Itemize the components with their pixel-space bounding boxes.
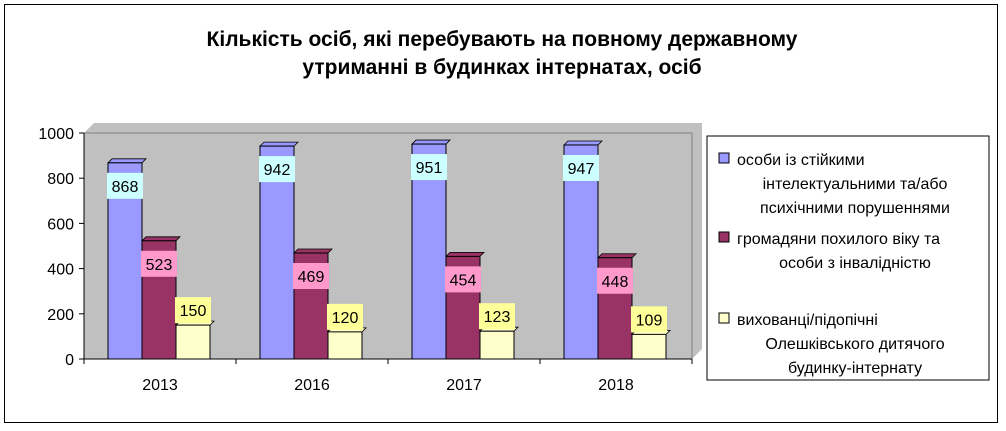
x-tick-label: 2016 — [294, 377, 330, 394]
data-label: 947 — [568, 161, 595, 178]
legend-swatch — [718, 152, 730, 164]
data-label-bg — [293, 263, 329, 290]
data-label-bg — [107, 172, 143, 199]
data-label: 951 — [416, 160, 443, 177]
bar-top — [293, 248, 333, 254]
data-label: 109 — [636, 312, 663, 329]
bar — [327, 331, 363, 360]
data-label-bg — [327, 303, 363, 330]
legend-label: інтелектуальними та/або — [763, 176, 948, 193]
bar-top — [563, 140, 603, 146]
x-tick-label: 2013 — [142, 377, 178, 394]
legend-label: психічними порушеннями — [760, 200, 950, 217]
legend-label: вихованці/підопічні — [737, 312, 878, 329]
data-label-bg — [479, 303, 515, 330]
legend-label: особи з інвалідністю — [779, 255, 931, 272]
data-label: 523 — [146, 257, 173, 274]
y-tick-label: 0 — [65, 352, 74, 369]
bar-top — [445, 251, 485, 257]
data-label-bg — [597, 267, 633, 294]
data-label-bg — [141, 250, 177, 277]
bar-top — [259, 141, 299, 147]
bar-top — [141, 236, 181, 242]
bar — [175, 324, 211, 360]
legend-label: Олешківського дитячого — [765, 336, 944, 353]
data-label-bg — [411, 154, 447, 181]
legend-label: особи із стійкими — [737, 152, 865, 169]
data-label-bg — [259, 156, 295, 183]
bar-top — [597, 253, 637, 259]
bar — [479, 330, 515, 360]
legend-label: громадяни похилого віку та — [737, 231, 940, 248]
bar-top — [107, 158, 147, 164]
data-label-bg — [631, 306, 667, 333]
data-label-bg — [563, 154, 599, 181]
chart-title-line-2: утриманні в будинках інтернатах, осіб — [302, 56, 701, 79]
data-label: 120 — [332, 310, 359, 327]
data-label: 454 — [450, 272, 477, 289]
y-tick-label: 800 — [47, 171, 74, 188]
y-tick-label: 600 — [47, 216, 74, 233]
data-label: 942 — [264, 162, 291, 179]
legend-swatch — [718, 231, 730, 243]
data-label: 469 — [298, 269, 325, 286]
data-label: 123 — [484, 309, 511, 326]
x-tick-label: 2018 — [598, 377, 634, 394]
legend-label: будинку-інтернату — [788, 360, 922, 377]
chart-title-line-1: Кількість осіб, які перебувають на повно… — [207, 28, 798, 51]
data-label: 448 — [602, 274, 629, 291]
data-label-bg — [445, 266, 481, 293]
data-label-bg — [175, 297, 211, 324]
y-tick-label: 200 — [47, 307, 74, 324]
data-label: 868 — [112, 179, 139, 196]
y-tick-label: 400 — [47, 262, 74, 279]
bar-top — [411, 139, 451, 145]
data-label: 150 — [180, 303, 207, 320]
legend — [706, 135, 990, 381]
y-tick-label: 1000 — [38, 126, 74, 143]
x-tick-label: 2017 — [446, 377, 482, 394]
legend-swatch — [718, 312, 730, 324]
bar — [631, 333, 667, 360]
